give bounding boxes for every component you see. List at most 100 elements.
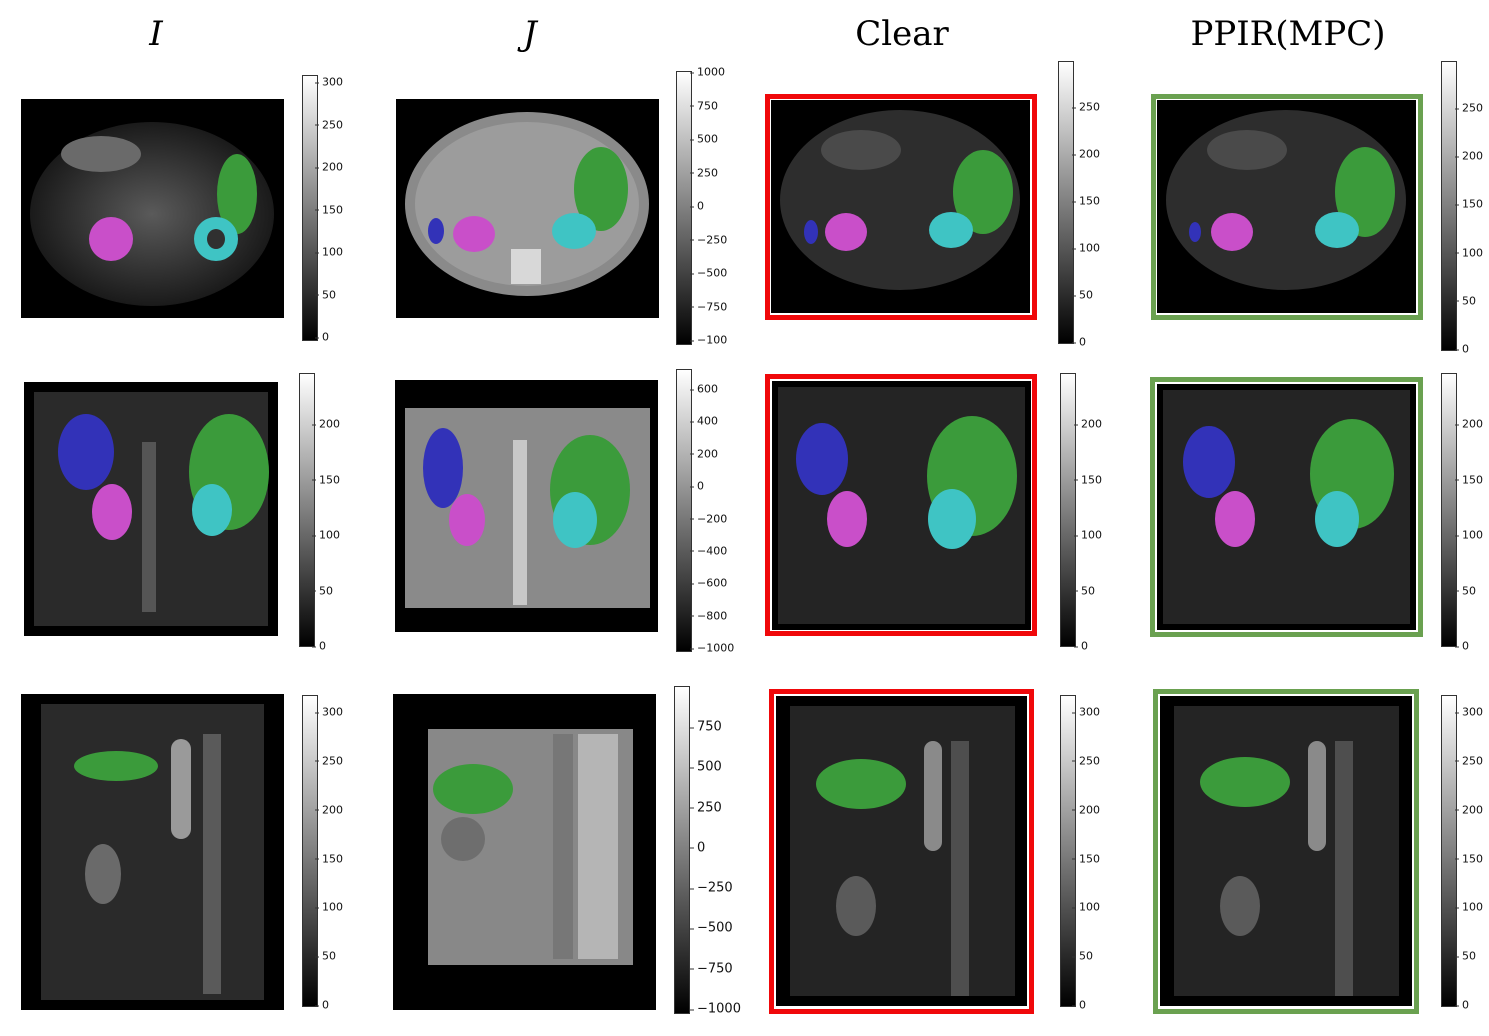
colorbar-tick-r1c3: 100 (1455, 528, 1483, 542)
colorbar-tick-r2c2: 100 (1072, 900, 1100, 914)
colorbar-tick-r1c3: 150 (1455, 473, 1483, 486)
colorbar-tick-r2c0: 0 (315, 998, 329, 1012)
colorbar-tick-r1c3: 200 (1455, 417, 1483, 431)
colorbar-tick-r1c0: 50 (312, 584, 333, 597)
ppir-frame-r1 (1150, 377, 1423, 637)
column-title-i: I (149, 14, 163, 54)
colorbar-tick-r2c1: −500 (690, 920, 733, 936)
colorbar-tick-r2c3: 50 (1455, 949, 1476, 963)
colorbar-tick-r1c1: −1000 (689, 641, 735, 655)
colorbar-tick-r0c0: 100 (315, 245, 343, 259)
colorbar-tick-r0c1: 500 (690, 132, 718, 146)
panel-coronal-moving-i (24, 382, 278, 636)
colorbar-tick-r2c1: 0 (689, 840, 706, 856)
colorbar-r0c0 (302, 75, 318, 341)
panel-coronal-ppir (1157, 384, 1416, 630)
colorbar-tick-r1c1: −800 (689, 609, 728, 623)
colorbar-tick-r0c1: −500 (689, 266, 728, 280)
colorbar-tick-r1c2: 50 (1074, 584, 1095, 597)
colorbar-r0c2 (1058, 61, 1074, 344)
colorbar-tick-r2c3: 300 (1455, 705, 1483, 719)
colorbar-tick-r1c3: 50 (1455, 584, 1476, 597)
colorbar-tick-r2c1: −750 (690, 961, 733, 977)
clear-frame-r1 (765, 374, 1037, 636)
colorbar-tick-r2c0: 100 (315, 900, 343, 914)
colorbar-tick-r0c1: 250 (690, 166, 718, 179)
colorbar-tick-r1c1: 600 (690, 382, 718, 396)
colorbar-tick-r2c2: 300 (1072, 705, 1100, 719)
colorbar-tick-r0c0: 250 (315, 118, 343, 131)
colorbar-tick-r1c1: −600 (689, 576, 728, 590)
colorbar-tick-r2c1: 500 (690, 759, 722, 775)
colorbar-r1c1 (676, 369, 692, 652)
colorbar-tick-r0c2: 200 (1072, 147, 1100, 161)
colorbar-tick-r2c3: 150 (1455, 852, 1483, 865)
colorbar-tick-r2c2: 250 (1072, 754, 1100, 768)
colorbar-tick-r0c0: 50 (315, 288, 336, 301)
colorbar-tick-r0c0: 200 (315, 160, 343, 174)
colorbar-tick-r1c0: 100 (312, 528, 340, 542)
clear-frame-r0 (765, 94, 1037, 320)
colorbar-tick-r2c1: −250 (690, 880, 733, 896)
colorbar-tick-r0c1: 750 (690, 99, 718, 112)
column-title-ppir: PPIR(MPC) (1190, 14, 1386, 54)
colorbar-tick-r1c0: 150 (312, 473, 340, 486)
colorbar-tick-r0c1: −250 (689, 233, 728, 246)
colorbar-tick-r0c2: 50 (1072, 288, 1093, 302)
ppir-frame-r0 (1151, 94, 1423, 320)
colorbar-r0c3 (1441, 61, 1457, 351)
colorbar-tick-r1c1: −200 (689, 512, 728, 525)
colorbar-tick-r1c1: 400 (690, 414, 718, 428)
colorbar-tick-r1c0: 0 (312, 639, 326, 653)
colorbar-tick-r2c3: 0 (1455, 998, 1469, 1012)
column-title-j: J (523, 14, 537, 54)
colorbar-tick-r0c2: 150 (1072, 194, 1100, 208)
panel-sagittal-moving-i (21, 694, 284, 1010)
colorbar-tick-r1c1: 0 (690, 479, 704, 493)
colorbar-tick-r0c0: 0 (315, 330, 329, 344)
panel-coronal-clear (772, 381, 1031, 630)
colorbar-r1c0 (299, 373, 315, 647)
colorbar-tick-r1c2: 100 (1074, 528, 1102, 542)
colorbar-tick-r2c3: 250 (1455, 754, 1483, 768)
colorbar-tick-r2c1: 250 (690, 800, 722, 816)
colorbar-tick-r0c0: 300 (315, 75, 343, 89)
colorbar-r2c0 (302, 695, 318, 1007)
colorbar-tick-r0c1: −750 (689, 300, 728, 313)
colorbar-tick-r1c2: 0 (1074, 639, 1088, 653)
panel-sagittal-fixed-j (393, 694, 656, 1010)
colorbar-tick-r2c1: 750 (690, 719, 722, 735)
colorbar-tick-r2c2: 200 (1072, 803, 1100, 817)
colorbar-tick-r0c1: 0 (690, 199, 704, 213)
colorbar-tick-r2c0: 250 (315, 754, 343, 768)
colorbar-tick-r2c2: 0 (1072, 998, 1086, 1012)
colorbar-r2c3 (1441, 695, 1457, 1007)
colorbar-tick-r2c3: 100 (1455, 900, 1483, 914)
colorbar-tick-r0c2: 250 (1072, 100, 1100, 114)
colorbar-tick-r0c3: 0 (1455, 342, 1469, 356)
panel-axial-moving-i (21, 99, 284, 318)
panel-axial-clear (771, 100, 1030, 313)
panel-axial-ppir (1157, 100, 1416, 313)
colorbar-tick-r2c3: 200 (1455, 803, 1483, 817)
colorbar-r1c2 (1060, 373, 1076, 647)
ppir-frame-r2 (1153, 689, 1419, 1014)
colorbar-tick-r0c3: 150 (1455, 197, 1483, 211)
colorbar-tick-r0c3: 50 (1455, 294, 1476, 308)
colorbar-tick-r0c0: 150 (315, 203, 343, 216)
colorbar-tick-r0c2: 100 (1072, 241, 1100, 255)
colorbar-r0c1 (676, 71, 692, 345)
colorbar-tick-r1c1: 200 (690, 447, 718, 461)
colorbar-tick-r1c1: −400 (689, 544, 728, 558)
colorbar-tick-r2c2: 150 (1072, 852, 1100, 865)
colorbar-r1c3 (1441, 373, 1457, 647)
panel-axial-fixed-j (396, 99, 659, 318)
colorbar-tick-r0c2: 0 (1072, 335, 1086, 349)
colorbar-tick-r2c1: −1000 (690, 1001, 741, 1017)
colorbar-tick-r0c3: 200 (1455, 149, 1483, 163)
colorbar-tick-r0c3: 100 (1455, 246, 1483, 260)
colorbar-tick-r2c0: 300 (315, 705, 343, 719)
colorbar-r2c2 (1060, 695, 1076, 1007)
colorbar-tick-r1c3: 0 (1455, 639, 1469, 653)
colorbar-tick-r2c0: 200 (315, 803, 343, 817)
